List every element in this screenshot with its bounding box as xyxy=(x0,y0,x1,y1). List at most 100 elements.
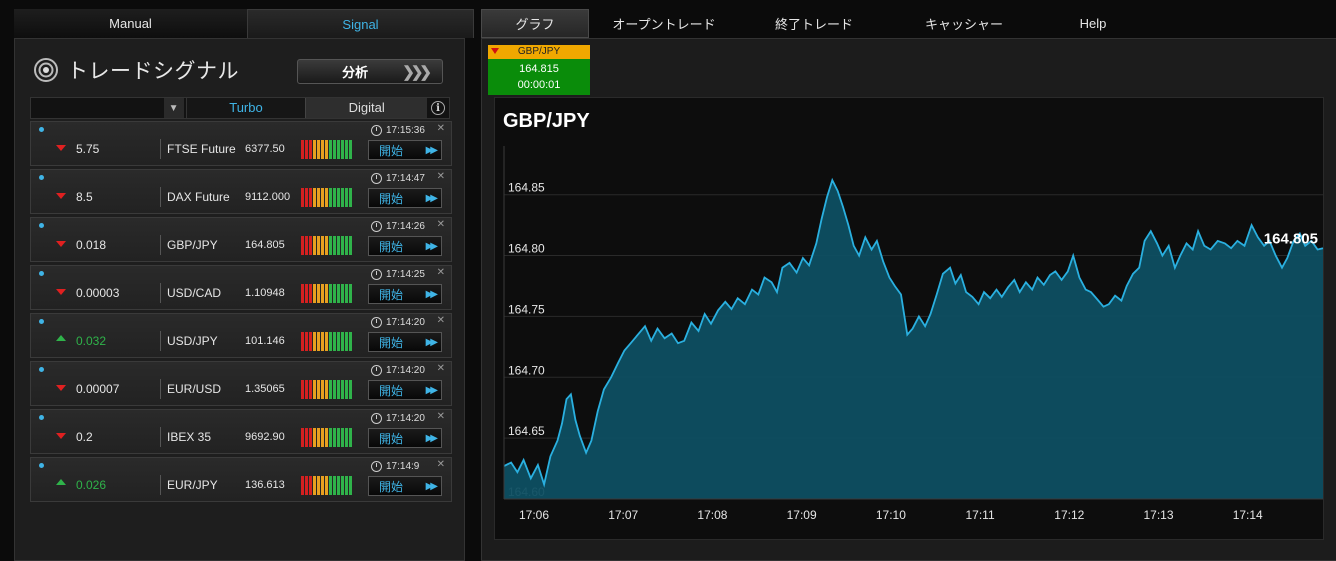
strength-bar xyxy=(341,380,344,399)
strength-bar xyxy=(345,188,348,207)
up-arrow-icon xyxy=(56,479,66,485)
close-icon[interactable]: ✕ xyxy=(436,363,445,374)
signal-time: 17:14:20 xyxy=(371,317,425,328)
x-tick-label: 17:12 xyxy=(1054,508,1084,522)
strength-bar xyxy=(321,428,324,447)
strength-bar xyxy=(333,284,336,303)
signal-row[interactable]: ✕ 17:14:20 0.00007 EUR/USD 1.35065 開始 ▶▶ xyxy=(30,361,452,406)
start-trade-button[interactable]: 開始 ▶▶ xyxy=(368,236,442,256)
x-tick-label: 17:08 xyxy=(697,508,727,522)
signal-strength-meter xyxy=(301,140,353,159)
strength-bar xyxy=(341,476,344,495)
close-icon[interactable]: ✕ xyxy=(436,267,445,278)
close-icon[interactable]: ✕ xyxy=(436,411,445,422)
tab-manual[interactable]: Manual xyxy=(14,9,247,38)
strength-bar xyxy=(349,284,352,303)
close-icon[interactable]: ✕ xyxy=(436,123,445,134)
close-icon[interactable]: ✕ xyxy=(436,315,445,326)
strength-bar xyxy=(329,188,332,207)
strength-bar xyxy=(321,476,324,495)
strength-bar xyxy=(333,476,336,495)
close-icon[interactable]: ✕ xyxy=(436,219,445,230)
filter-bar: ▼ Turbo Digital i xyxy=(30,97,450,119)
tab-help[interactable]: Help xyxy=(1079,16,1107,31)
strength-bar xyxy=(329,476,332,495)
strength-bar xyxy=(313,380,316,399)
signal-change: 0.018 xyxy=(76,238,107,252)
start-label: 開始 xyxy=(379,191,404,206)
signal-row[interactable]: ✕ 17:14:25 0.00003 USD/CAD 1.10948 開始 ▶▶ xyxy=(30,265,452,310)
signal-row[interactable]: ✕ 17:15:36 5.75 FTSE Future 6377.50 開始 ▶▶ xyxy=(30,121,452,166)
y-tick-label: 164.80 xyxy=(508,242,545,256)
signal-time-text: 17:14:20 xyxy=(386,365,425,376)
double-arrow-icon: ❯❯❯ xyxy=(402,63,432,81)
info-button[interactable]: i xyxy=(427,98,449,118)
price-chart[interactable]: 164.60164.65164.70164.75164.80164.8517:0… xyxy=(494,97,1324,540)
start-label: 開始 xyxy=(379,479,404,494)
filter-digital[interactable]: Digital xyxy=(305,98,428,118)
start-trade-button[interactable]: 開始 ▶▶ xyxy=(368,476,442,496)
signal-row[interactable]: ✕ 17:14:26 0.018 GBP/JPY 164.805 開始 ▶▶ xyxy=(30,217,452,262)
tab-signal[interactable]: Signal xyxy=(247,9,474,38)
signal-asset: USD/CAD xyxy=(167,286,222,300)
new-signal-dot xyxy=(39,319,44,324)
signal-row[interactable]: ✕ 17:14:20 0.2 IBEX 35 9692.90 開始 ▶▶ xyxy=(30,409,452,454)
tab-cashier[interactable]: キャッシャー xyxy=(924,17,1003,32)
strength-bar xyxy=(301,284,304,303)
down-arrow-icon xyxy=(56,289,66,295)
strength-bar xyxy=(341,332,344,351)
chevron-down-icon[interactable]: ▼ xyxy=(163,98,184,118)
signal-row[interactable]: ✕ 17:14:9 0.026 EUR/JPY 136.613 開始 ▶▶ xyxy=(30,457,452,502)
strength-bar xyxy=(345,476,348,495)
active-asset-quote[interactable]: GBP/JPY 164.815 00:00:01 xyxy=(488,45,590,95)
strength-bar xyxy=(309,428,312,447)
y-tick-label: 164.75 xyxy=(508,302,545,316)
strength-bar xyxy=(301,188,304,207)
strength-bar xyxy=(317,476,320,495)
clock-icon xyxy=(371,125,382,136)
start-trade-button[interactable]: 開始 ▶▶ xyxy=(368,428,442,448)
start-trade-button[interactable]: 開始 ▶▶ xyxy=(368,284,442,304)
strength-bar xyxy=(329,284,332,303)
strength-bar xyxy=(317,236,320,255)
strength-bar xyxy=(305,380,308,399)
chart-title: GBP/JPY xyxy=(503,110,590,132)
strength-bar xyxy=(313,140,316,159)
start-trade-button[interactable]: 開始 ▶▶ xyxy=(368,380,442,400)
clock-icon xyxy=(371,461,382,472)
strength-bar xyxy=(349,332,352,351)
divider xyxy=(160,139,161,159)
strength-bar xyxy=(349,236,352,255)
tab-closed-trades[interactable]: 終了トレード xyxy=(774,17,853,32)
tab-open-trades[interactable]: オープントレード xyxy=(612,17,716,32)
filter-turbo[interactable]: Turbo xyxy=(186,98,306,118)
clock-icon xyxy=(371,221,382,232)
start-label: 開始 xyxy=(379,287,404,302)
signal-asset: DAX Future xyxy=(167,190,230,204)
signal-time: 17:15:36 xyxy=(371,125,425,136)
quote-symbol-bar: GBP/JPY xyxy=(488,45,590,59)
strength-bar xyxy=(301,236,304,255)
start-trade-button[interactable]: 開始 ▶▶ xyxy=(368,140,442,160)
strength-bar xyxy=(345,140,348,159)
signal-time-text: 17:14:47 xyxy=(386,173,425,184)
signal-change: 0.026 xyxy=(76,478,107,492)
close-icon[interactable]: ✕ xyxy=(436,459,445,470)
strength-bar xyxy=(349,380,352,399)
strength-bar xyxy=(349,476,352,495)
start-trade-button[interactable]: 開始 ▶▶ xyxy=(368,188,442,208)
down-arrow-icon xyxy=(56,145,66,151)
start-trade-button[interactable]: 開始 ▶▶ xyxy=(368,332,442,352)
start-label: 開始 xyxy=(379,143,404,158)
strength-bar xyxy=(305,476,308,495)
tab-graph[interactable]: グラフ xyxy=(481,9,589,38)
close-icon[interactable]: ✕ xyxy=(436,171,445,182)
strength-bar xyxy=(329,380,332,399)
signal-row[interactable]: ✕ 17:14:20 0.032 USD/JPY 101.146 開始 ▶▶ xyxy=(30,313,452,358)
strength-bar xyxy=(305,428,308,447)
strength-bar xyxy=(313,188,316,207)
analyze-button[interactable]: 分析 ❯❯❯ xyxy=(297,59,443,84)
asset-filter-dropdown[interactable]: ▼ xyxy=(31,98,187,118)
strength-bar xyxy=(321,236,324,255)
signal-row[interactable]: ✕ 17:14:47 8.5 DAX Future 9112.000 開始 ▶▶ xyxy=(30,169,452,214)
